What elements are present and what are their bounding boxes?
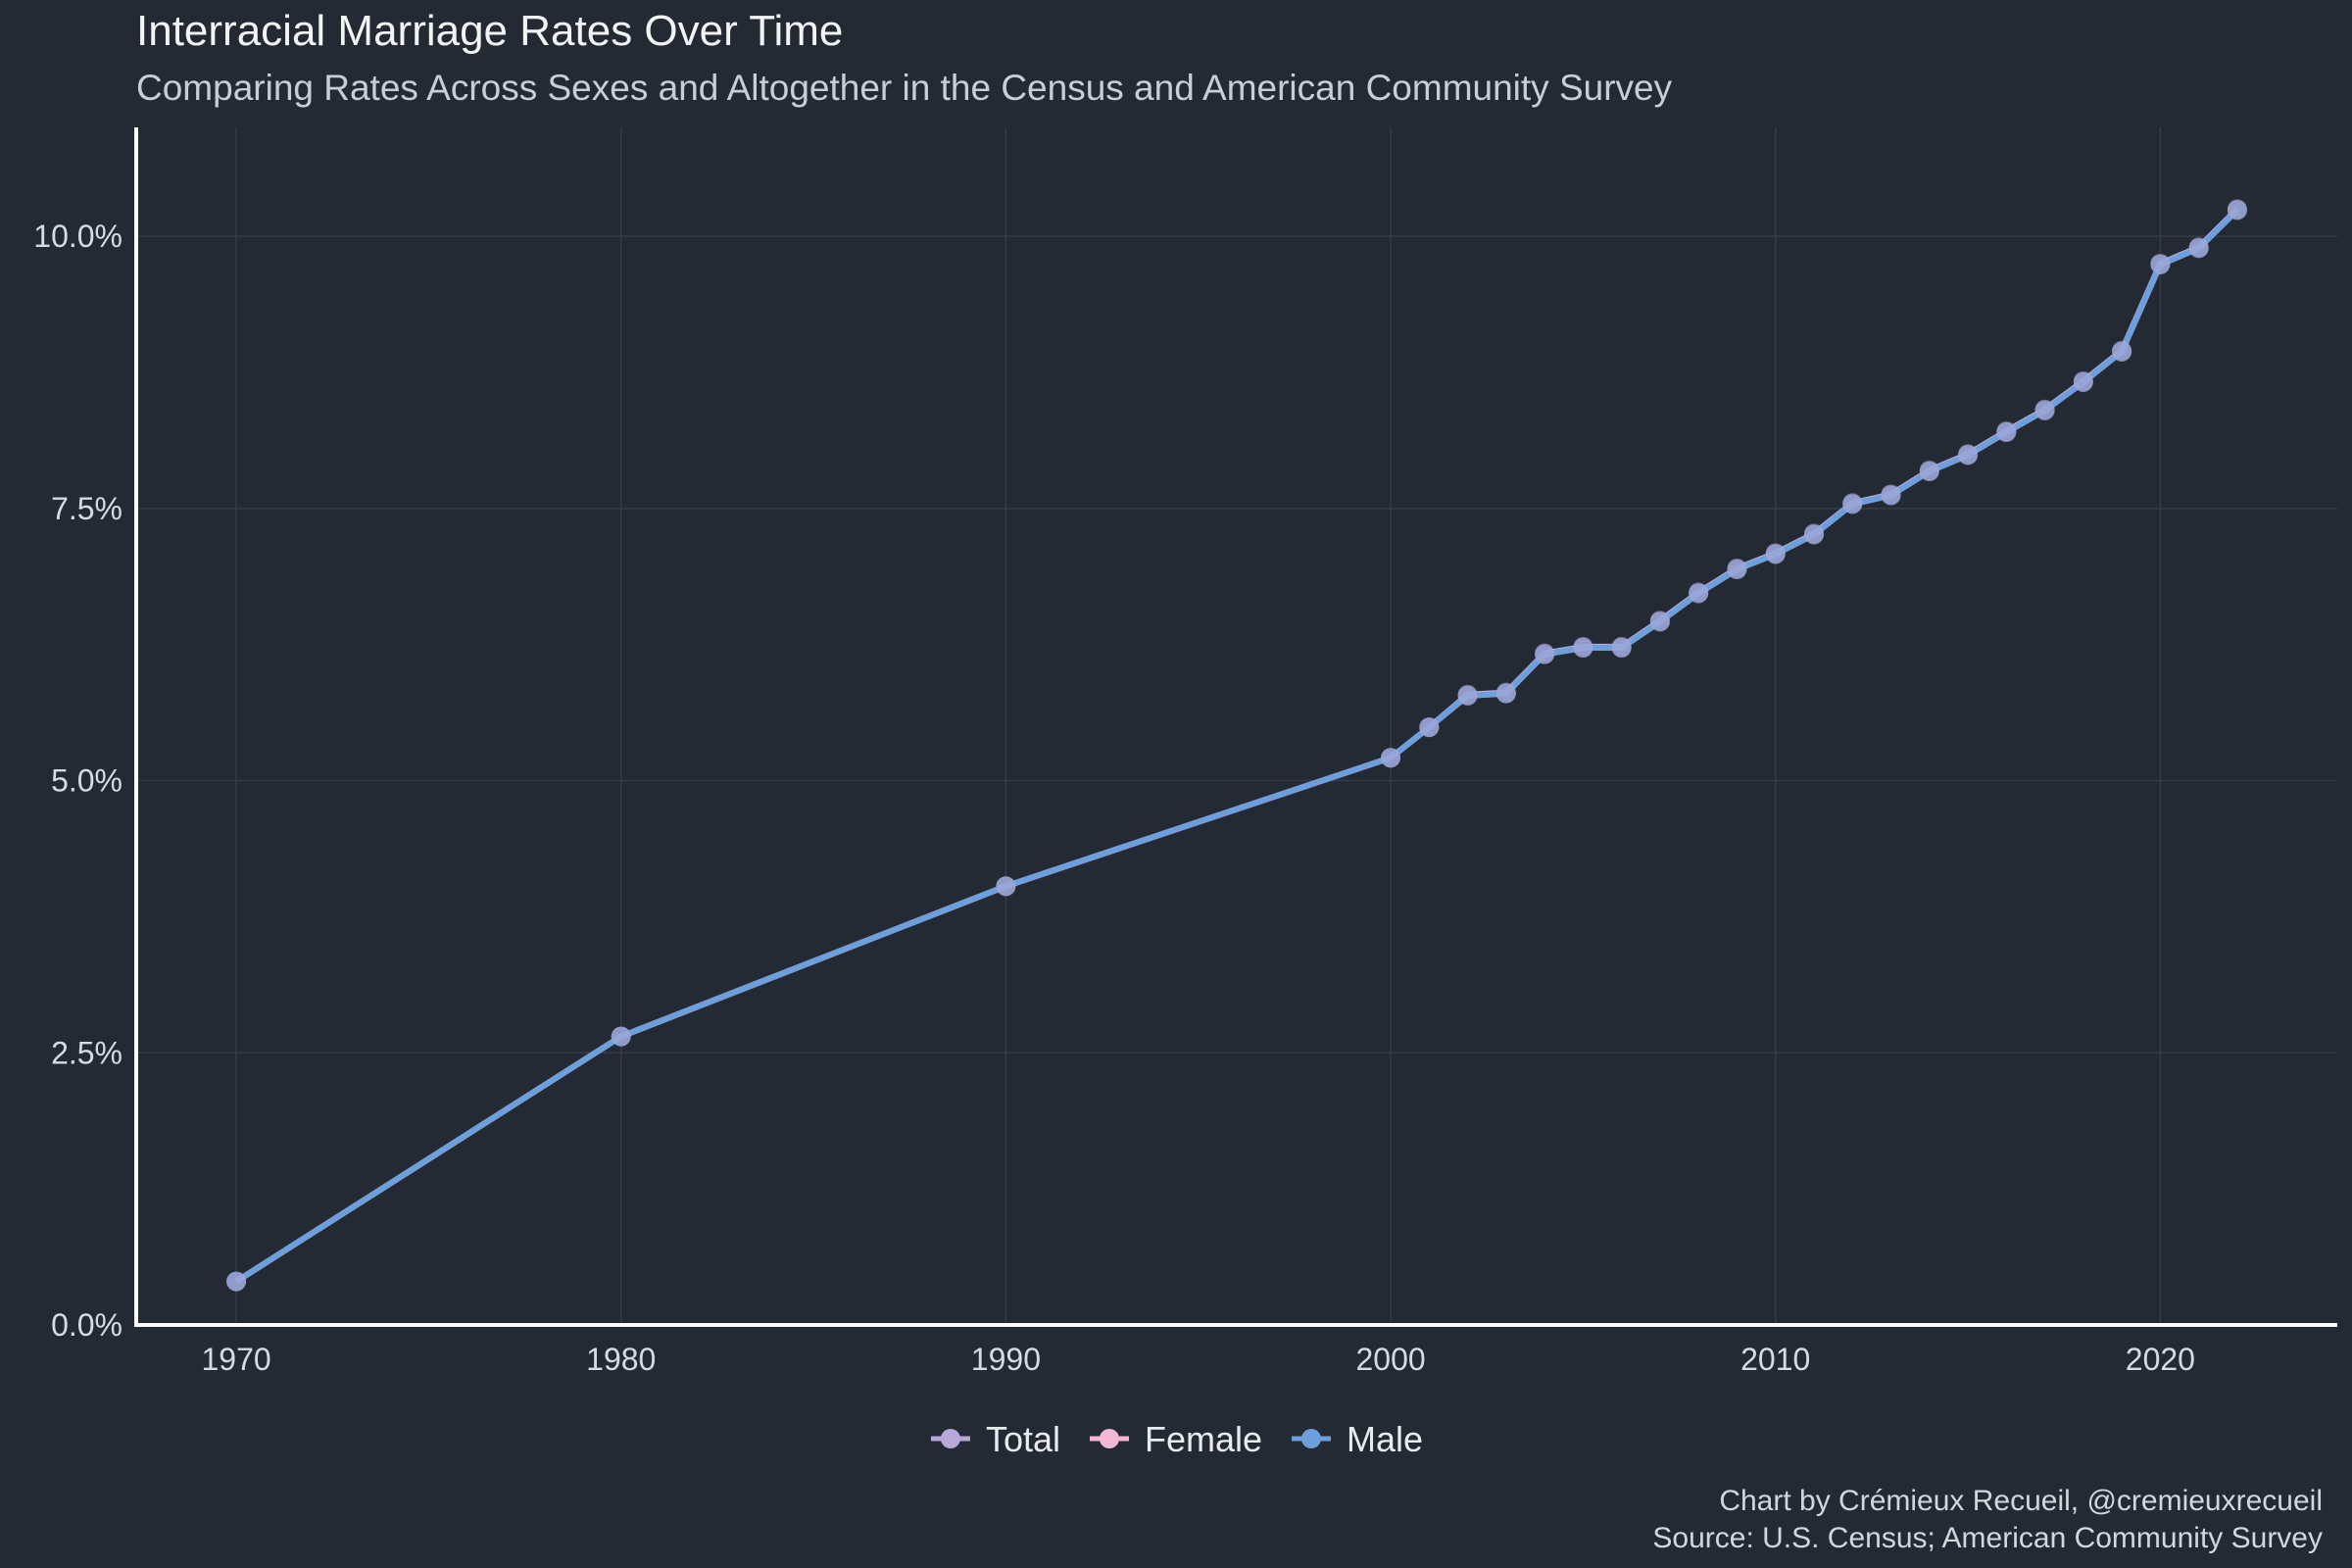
data-point-male-2022	[2227, 200, 2247, 220]
x-tick-label-1990: 1990	[971, 1342, 1041, 1377]
y-tick-label-1: 2.5%	[51, 1035, 122, 1070]
data-point-male-2000	[1381, 748, 1401, 768]
data-point-male-2015	[1958, 445, 1979, 466]
data-point-male-2018	[2073, 371, 2093, 392]
data-point-male-2007	[1649, 612, 1670, 632]
x-tick-label-1970: 1970	[201, 1342, 270, 1377]
legend-key-point-female	[1099, 1429, 1119, 1448]
data-point-male-1980	[611, 1026, 631, 1047]
data-point-male-2012	[1842, 494, 1863, 514]
data-point-male-2005	[1573, 638, 1593, 659]
x-tick-label-2010: 2010	[1740, 1342, 1810, 1377]
data-point-male-2013	[1881, 485, 1901, 506]
legend-key-point-male	[1301, 1429, 1322, 1448]
y-tick-label-2: 5.0%	[51, 763, 122, 799]
x-tick-label-1980: 1980	[586, 1342, 656, 1377]
data-point-male-2014	[1919, 462, 1939, 482]
legend: Total Female Male	[930, 1419, 1423, 1459]
data-point-male-2010	[1765, 544, 1786, 564]
legend-label-total: Total	[986, 1419, 1060, 1459]
data-point-male-2006	[1611, 638, 1632, 659]
data-points	[226, 199, 2247, 1292]
legend-label-male: Male	[1347, 1419, 1423, 1459]
grid	[136, 127, 2337, 1326]
data-point-male-2008	[1689, 583, 1709, 604]
data-point-male-2011	[1803, 524, 1824, 545]
x-tick-label-2000: 2000	[1355, 1342, 1425, 1377]
data-point-male-2016	[1996, 422, 2017, 443]
data-point-male-1990	[996, 876, 1016, 897]
tick-labels: 1970 1980 1990 2000 2010 2020 0.0% 2.5% 5.0% 7.5%…	[33, 219, 2195, 1377]
chart-subtitle: Comparing Rates Across Sexes and Altoget…	[136, 68, 1673, 108]
chart-title: Interracial Marriage Rates Over Time	[136, 7, 843, 55]
series-line-female	[234, 208, 2240, 1285]
series-lines	[234, 207, 2240, 1285]
caption-credit: Chart by Crémieux Recueil, @cremieuxrecu…	[1719, 1485, 2323, 1517]
data-point-male-2017	[2034, 400, 2055, 420]
data-point-male-2004	[1535, 644, 1555, 664]
data-point-male-2021	[2188, 238, 2209, 259]
data-point-male-2002	[1457, 685, 1478, 706]
data-point-male-2019	[2112, 341, 2132, 362]
axes	[134, 127, 2337, 1327]
data-point-male-2003	[1495, 683, 1516, 704]
legend-key-point-total	[940, 1429, 960, 1448]
data-point-male-2020	[2150, 254, 2171, 274]
y-tick-label-4: 10.0%	[33, 219, 122, 254]
data-point-male-2001	[1419, 717, 1440, 738]
y-tick-label-0: 0.0%	[51, 1307, 122, 1343]
y-tick-label-3: 7.5%	[51, 491, 122, 526]
series-line-total	[234, 207, 2240, 1285]
caption-source: Source: U.S. Census; American Community …	[1652, 1522, 2323, 1554]
series-line-male	[234, 208, 2240, 1285]
legend-label-female: Female	[1145, 1419, 1262, 1459]
data-point-male-2009	[1727, 560, 1747, 580]
x-tick-label-2020: 2020	[2126, 1342, 2195, 1377]
data-point-male-1970	[226, 1271, 247, 1292]
